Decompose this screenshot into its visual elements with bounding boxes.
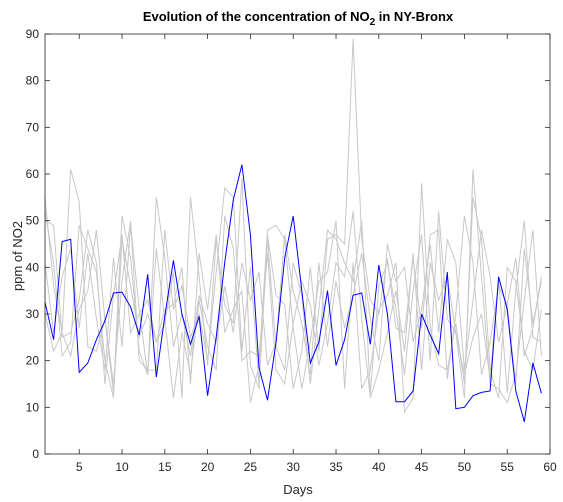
chart-title: Evolution of the concentration of NO2 in…: [143, 9, 454, 28]
y-axis-label: ppm of NO2: [10, 221, 25, 291]
x-tick-label-50: 50: [458, 460, 472, 474]
background-series-line-2: [44, 38, 542, 399]
y-tick-label-70: 70: [26, 120, 40, 134]
y-tick-label-40: 40: [26, 260, 40, 274]
x-tick-label-60: 60: [543, 460, 557, 474]
y-tick-label-10: 10: [26, 400, 40, 414]
x-tick-label-35: 35: [329, 460, 343, 474]
y-tick-label-80: 80: [26, 74, 40, 88]
x-tick-label-10: 10: [115, 460, 129, 474]
background-series-group: [44, 38, 542, 414]
chart-title-prefix: Evolution of the concentration of NO: [143, 9, 370, 24]
x-tick-label-5: 5: [76, 460, 83, 474]
x-tick-label-45: 45: [415, 460, 429, 474]
y-tick-label-30: 30: [26, 307, 40, 321]
background-series-line-5: [44, 197, 542, 375]
y-tick-label-90: 90: [26, 27, 40, 41]
background-series-line-4: [44, 169, 542, 404]
x-tick-label-25: 25: [244, 460, 258, 474]
y-tick-label-60: 60: [26, 167, 40, 181]
x-tick-label-55: 55: [501, 460, 515, 474]
highlight-series-line: [44, 164, 542, 422]
chart-title-suffix: in NY-Bronx: [375, 9, 454, 24]
plot-box: [44, 33, 551, 455]
x-axis-label: Days: [283, 482, 313, 497]
x-tick-label-40: 40: [372, 460, 386, 474]
axes-group: 5 10 15 20 25 30 35 40 45 50 55 60 0 10 20 30 40 50 60 70 80…: [26, 27, 557, 474]
x-tick-label-30: 30: [287, 460, 301, 474]
y-tick-label-20: 20: [26, 354, 40, 368]
highlight-series-group: [44, 164, 542, 422]
x-tick-label-15: 15: [158, 460, 172, 474]
y-tick-label-0: 0: [32, 447, 39, 461]
x-tick-label-20: 20: [201, 460, 215, 474]
chart-title-subscript: 2: [370, 17, 376, 28]
y-tick-label-50: 50: [26, 214, 40, 228]
